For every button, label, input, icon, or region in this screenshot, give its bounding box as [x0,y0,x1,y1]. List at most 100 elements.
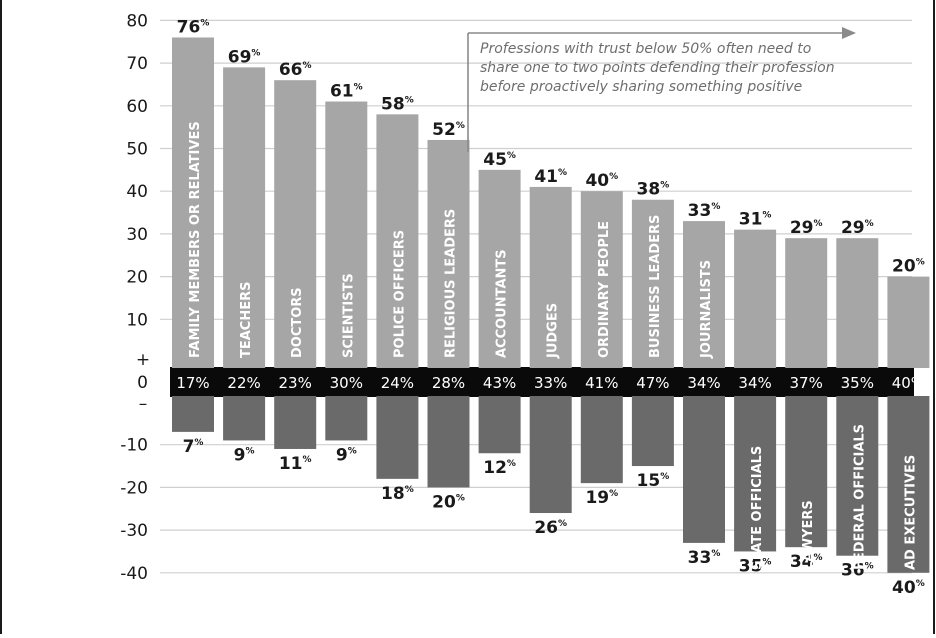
value-label-positive: 20% [892,257,925,277]
bar-negative [734,396,777,552]
value-label-negative: 40% [892,578,925,598]
bar-negative [427,396,470,488]
annotation-text: before proactively sharing something pos… [480,79,802,95]
value-label-positive: 58% [381,94,414,114]
bar-negative [172,396,214,432]
value-label-positive: 76% [177,17,210,37]
value-label-negative: 9% [234,445,255,465]
y-tick-label: ‑40 [120,564,148,584]
y-tick-label: 30 [126,225,148,245]
value-label-positive: 29% [790,218,823,238]
neutral-value-label: 47% [636,374,669,392]
chart-frame-left [0,0,2,634]
category-label: POLICE OFFICERS [392,230,407,358]
bar-positive [734,229,777,368]
y-sign-negative: – [139,394,148,414]
bar-positive [887,276,930,368]
bar-positive [631,199,674,368]
annotation-text: share one to two points defending their … [480,60,835,76]
value-label-positive: 38% [637,180,670,200]
category-label: ACCOUNTANTS [495,249,510,358]
bar-negative [836,396,879,556]
neutral-value-label: 40% [892,374,925,392]
value-label-negative: 19% [585,488,618,508]
bar-negative [887,396,930,573]
neutral-value-label: 34% [687,374,720,392]
value-label-positive: 40% [585,171,618,191]
category-label: FEDERAL OFFICIALS [852,424,867,570]
y-tick-label: 40 [126,182,148,202]
neutral-value-label: 23% [279,374,312,392]
category-label: TEACHERS [239,282,254,358]
y-tick-label: 20 [126,268,148,288]
bar-positive [376,114,419,368]
value-label-negative: 20% [432,492,465,512]
neutral-value-label: 43% [483,374,516,392]
bar-negative [325,396,368,441]
category-label: JUDGES [546,303,561,359]
category-label: RELIGIOUS LEADERS [444,209,459,358]
bar-negative [683,396,725,543]
value-label-negative: 15% [637,471,670,491]
value-label-positive: 45% [483,150,516,170]
y-tick-label: 10 [126,310,148,330]
category-label: SCIENTISTS [341,273,356,358]
y-tick-label: ‑10 [120,436,148,456]
category-label: DOCTORS [290,287,305,358]
bar-positive [580,191,623,368]
value-label-positive: 31% [739,210,772,230]
value-label-positive: 33% [688,201,721,221]
category-label: ORDINARY PEOPLE [597,221,612,358]
value-label-negative: 33% [688,548,721,568]
bar-negative [529,396,572,514]
bar-negative [376,396,419,479]
bar-positive [836,238,879,368]
value-label-positive: 61% [330,82,363,102]
neutral-value-label: 37% [790,374,823,392]
bar-negative [785,396,828,548]
neutral-value-label: 28% [432,374,465,392]
value-label-negative: 26% [534,518,567,538]
y-tick-label: 80 [126,11,148,31]
category-label: FAMILY MEMBERS OR RELATIVES [188,121,203,358]
neutral-value-label: 35% [841,374,874,392]
neutral-band [170,367,914,397]
value-label-negative: 11% [279,454,312,474]
bar-positive [683,221,725,368]
category-label: JOURNALISTS [699,260,714,359]
category-label: LAWYERS [801,500,816,570]
bar-negative [478,396,521,454]
bar-negative [580,396,623,484]
bar-positive [478,169,521,368]
y-tick-label: 60 [126,97,148,117]
neutral-value-label: 41% [585,374,618,392]
y-tick-label: ‑20 [120,478,148,498]
bar-positive [785,238,828,368]
annotation-text: Professions with trust below 50% often n… [480,41,811,57]
category-label: AD EXECUTIVES [903,455,918,570]
value-label-positive: 29% [841,218,874,238]
annotation-arrowhead [842,27,856,39]
bar-negative [631,396,674,467]
chart-frame-right [933,0,935,634]
category-label: BUSINESS LEADERS [648,215,663,358]
value-label-positive: 41% [534,167,567,187]
neutral-value-label: 34% [738,374,771,392]
value-label-positive: 52% [432,120,465,140]
value-label-negative: 12% [483,458,516,478]
neutral-value-label: 22% [227,374,260,392]
bar-negative [223,396,266,441]
value-label-negative: 9% [336,445,357,465]
neutral-value-label: 17% [176,374,209,392]
y-tick-label: 70 [126,54,148,74]
bar-positive [172,37,214,368]
value-label-positive: 66% [279,60,312,80]
category-label: STATE OFFICIALS [750,446,765,570]
y-sign-positive: + [136,350,150,370]
bar-positive [529,186,572,368]
bar-positive [325,101,368,368]
y-tick-label: 50 [126,140,148,160]
neutral-value-label: 33% [534,374,567,392]
